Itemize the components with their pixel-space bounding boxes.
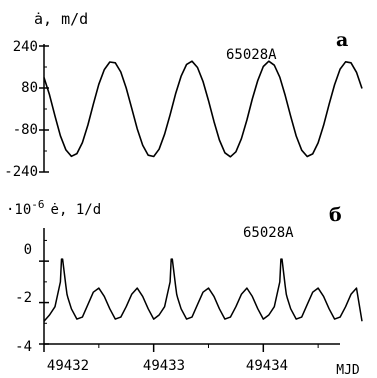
panel-b-ytick-label: -2 [15, 290, 32, 306]
panel-b-xlabel: MJD [336, 363, 360, 378]
panel-b-xtick-label: 49434 [246, 358, 288, 374]
panel-b-ylabel-group: ·10-6 ė, 1/d [6, 198, 101, 218]
panel-b-ytick-label: 0 [24, 242, 32, 258]
panel-b-xtick-label: 49432 [47, 358, 89, 374]
panel-a-ytick-label: 80 [21, 80, 38, 96]
panel-a-ytick-label: -80 [13, 122, 38, 138]
panel-a-ytick-label: -240 [4, 164, 38, 180]
panel-b-annotation: 65028A [243, 225, 294, 241]
panel-a: ȧ, m/d а 65028A 240 80 -80 -240 [4, 10, 363, 180]
panel-b-letter: б [329, 204, 342, 226]
panel-a-ytick-label: 240 [13, 39, 38, 55]
panel-a-letter: а [336, 29, 348, 51]
panel-b-axes [39, 228, 340, 352]
panel-b: ·10-6 ė, 1/d б 65028A 0 -2 -4 49432 49433… [6, 198, 363, 378]
panel-b-ylabel-scale: ·10 [6, 202, 31, 218]
panel-a-annotation: 65028A [226, 47, 277, 63]
panel-b-ylabel-exponent: -6 [31, 198, 44, 211]
panel-b-ylabel: ė, 1/d [51, 202, 102, 218]
panel-b-xtick-label: 49433 [143, 358, 185, 374]
panel-a-ylabel: ȧ, m/d [34, 10, 88, 28]
panel-b-ytick-label: -4 [15, 339, 32, 355]
panel-a-series-line [43, 60, 363, 158]
panel-a-axes [39, 44, 49, 173]
panel-b-series-line [43, 258, 363, 322]
